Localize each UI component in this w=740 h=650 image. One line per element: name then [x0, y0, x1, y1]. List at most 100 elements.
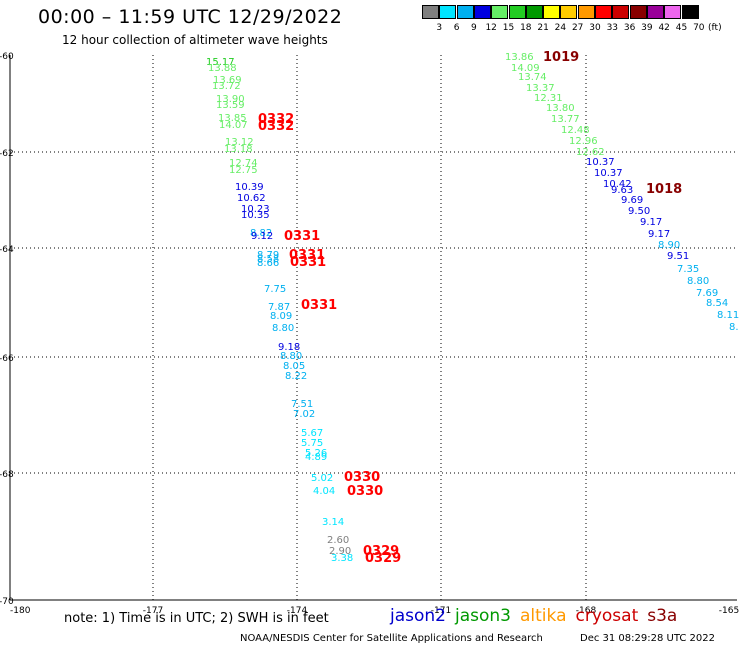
wave-height-label: 8.66	[257, 258, 279, 269]
wave-height-label: 9.50	[628, 206, 650, 217]
time-label: 0332	[258, 112, 294, 127]
legend-label: 6	[453, 23, 460, 33]
wave-height-label: 8.80	[272, 323, 294, 334]
wave-height-label: 8.05	[283, 361, 305, 372]
wave-height-label: 8.80	[687, 276, 709, 287]
footer-credit: NOAA/NESDIS Center for Satellite Applica…	[240, 633, 543, 644]
wave-height-label: 8.82	[250, 228, 272, 239]
wave-height-label: 13.86	[505, 52, 534, 63]
wave-height-label: 13.37	[526, 83, 555, 94]
satellite-jason2: jason2	[390, 606, 446, 626]
page-subtitle: 12 hour collection of altimeter wave hei…	[62, 33, 328, 47]
x-tick-label: -171	[431, 606, 451, 616]
legend-swatch	[422, 5, 439, 19]
wave-height-label: 9.18	[278, 342, 300, 353]
wave-height-label: 10.35	[241, 210, 270, 221]
legend-label: 3	[436, 23, 443, 33]
wave-height-label: 10.37	[594, 168, 623, 179]
wave-height-label: 2.60	[327, 535, 349, 546]
y-tick-label: -70	[0, 597, 14, 607]
page-title: 00:00 – 11:59 UTC 12/29/2022	[38, 6, 343, 28]
wave-height-label: 14.07	[219, 120, 248, 131]
x-tick-label: -165	[719, 606, 739, 616]
y-tick-label: -66	[0, 354, 14, 364]
wave-height-label: 8.80	[280, 351, 302, 362]
wave-height-label: 9.17	[640, 217, 662, 228]
wave-height-label: 13.80	[546, 103, 575, 114]
legend-swatch	[612, 5, 630, 19]
x-tick-label: -180	[10, 606, 31, 616]
wave-height-label: 13.72	[212, 81, 241, 92]
wave-height-label: 7.51	[291, 399, 313, 410]
wave-height-label: 12.75	[229, 165, 258, 176]
wave-height-label: 10.42	[603, 179, 632, 190]
wave-height-label: 8.22	[285, 371, 307, 382]
time-label: 0330	[344, 470, 380, 485]
time-label: 0331	[284, 229, 320, 244]
legend-swatch	[439, 5, 457, 19]
wave-height-label: 7.69	[696, 288, 718, 299]
time-label: 0330	[347, 484, 383, 499]
wave-height-label: 13.12	[225, 137, 254, 148]
time-label: 1018	[646, 182, 682, 197]
x-tick-label: -168	[576, 606, 597, 616]
legend-label: 24	[554, 23, 567, 33]
wave-height-label: 13.85	[218, 113, 247, 124]
x-tick-label: -177	[143, 606, 163, 616]
legend-swatch	[560, 5, 578, 19]
wave-height-label: 13.18	[224, 144, 253, 155]
wave-height-label: 9.12	[251, 231, 273, 242]
wave-height-label: 13.69	[213, 75, 242, 86]
legend-label: 30	[589, 23, 601, 33]
time-label: 0329	[363, 544, 399, 559]
wave-height-label: 8.09	[270, 311, 292, 322]
satellite-s3a: s3a	[647, 606, 678, 626]
y-tick-label: -60	[0, 52, 14, 62]
wave-height-label: 8.79	[257, 250, 279, 261]
legend-label: 9	[471, 23, 477, 33]
legend-label: 70	[693, 23, 705, 33]
legend-swatch	[525, 5, 543, 19]
wave-height-label: 7.35	[677, 264, 699, 275]
wave-height-label: 2.90	[329, 546, 351, 557]
time-label: 0332	[258, 119, 294, 134]
wave-height-label: 13.59	[216, 100, 245, 111]
legend-label: 18	[520, 23, 532, 33]
time-label: 0329	[365, 551, 401, 566]
satellite-altika: altika	[520, 606, 567, 626]
wave-height-label: 10.62	[237, 193, 266, 204]
legend-label: 42	[658, 23, 670, 33]
satellite-cryosat: cryosat	[575, 606, 639, 626]
wave-height-label: 13.88	[208, 63, 237, 74]
time-label: 0331	[301, 298, 337, 313]
wave-height-label: 13.77	[551, 114, 580, 125]
wave-height-label: 14.09	[511, 63, 540, 74]
legend-label: 27	[571, 23, 584, 33]
time-label: 0331	[289, 248, 325, 263]
wave-height-label: 15.17	[206, 57, 235, 68]
wave-height-label: 9.69	[621, 195, 643, 206]
wave-height-label: 8.11	[717, 310, 739, 321]
legend-swatch	[664, 5, 682, 19]
legend-label: 33	[606, 23, 619, 33]
satellite-jason3: jason3	[455, 606, 511, 626]
wave-height-label: 4.04	[313, 486, 335, 497]
wave-height-label: 12.62	[576, 147, 605, 158]
y-tick-label: -62	[0, 149, 14, 159]
y-tick-label: -68	[0, 470, 14, 480]
wave-height-label: 12.74	[229, 158, 258, 169]
legend-swatch	[577, 5, 595, 19]
wave-height-label: 8.58	[257, 254, 279, 265]
legend-label: 45	[675, 23, 688, 33]
legend-swatch	[473, 5, 491, 19]
footer-date: Dec 31 08:29:28 UTC 2022	[580, 633, 715, 644]
legend-swatch	[456, 5, 474, 19]
wave-height-label: 3.14	[322, 517, 344, 528]
wave-height-label: 8.90	[658, 240, 680, 251]
legend-unit: (ft)	[708, 23, 722, 33]
wave-height-label: 4.89	[305, 452, 327, 463]
legend-swatch	[508, 5, 526, 19]
legend-swatch	[595, 5, 612, 19]
wave-height-label: 8.54	[706, 298, 728, 309]
